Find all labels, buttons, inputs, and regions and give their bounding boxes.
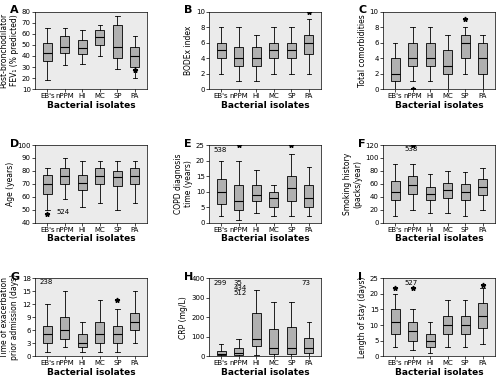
- Text: 238: 238: [40, 279, 53, 285]
- PathPatch shape: [252, 313, 261, 346]
- PathPatch shape: [60, 317, 70, 339]
- PathPatch shape: [42, 326, 52, 343]
- PathPatch shape: [443, 316, 452, 334]
- PathPatch shape: [96, 322, 104, 343]
- PathPatch shape: [443, 50, 452, 74]
- PathPatch shape: [113, 326, 122, 343]
- PathPatch shape: [96, 168, 104, 184]
- Y-axis label: CRP (mg/L): CRP (mg/L): [180, 296, 188, 339]
- Y-axis label: COPD diagnosis
time (years): COPD diagnosis time (years): [174, 154, 193, 214]
- Text: 538: 538: [214, 147, 226, 152]
- PathPatch shape: [234, 185, 243, 210]
- Text: E: E: [184, 139, 192, 149]
- Text: C: C: [358, 5, 366, 15]
- PathPatch shape: [390, 181, 400, 200]
- PathPatch shape: [408, 322, 417, 341]
- X-axis label: Bacterial isolates: Bacterial isolates: [220, 101, 310, 110]
- PathPatch shape: [42, 43, 52, 62]
- PathPatch shape: [113, 25, 122, 58]
- PathPatch shape: [478, 303, 488, 328]
- PathPatch shape: [460, 316, 470, 334]
- Y-axis label: Age (years): Age (years): [6, 162, 15, 206]
- Text: 73: 73: [302, 281, 311, 286]
- Y-axis label: Post-bronchodilator
FEV₁ (% predicted): Post-bronchodilator FEV₁ (% predicted): [0, 13, 19, 88]
- PathPatch shape: [408, 176, 417, 194]
- PathPatch shape: [216, 351, 226, 355]
- Text: G: G: [10, 272, 20, 282]
- PathPatch shape: [286, 327, 296, 354]
- PathPatch shape: [234, 46, 243, 66]
- Text: F: F: [358, 139, 366, 149]
- PathPatch shape: [130, 313, 140, 330]
- PathPatch shape: [460, 35, 470, 58]
- X-axis label: Bacterial isolates: Bacterial isolates: [47, 368, 136, 377]
- PathPatch shape: [60, 36, 70, 53]
- PathPatch shape: [460, 184, 470, 200]
- Text: 35: 35: [234, 281, 242, 286]
- Text: 434: 434: [234, 285, 246, 291]
- PathPatch shape: [408, 43, 417, 66]
- PathPatch shape: [390, 58, 400, 81]
- X-axis label: Bacterial isolates: Bacterial isolates: [47, 101, 136, 110]
- PathPatch shape: [443, 183, 452, 198]
- Text: I: I: [358, 272, 362, 282]
- PathPatch shape: [304, 185, 314, 207]
- PathPatch shape: [286, 43, 296, 58]
- PathPatch shape: [234, 348, 243, 355]
- PathPatch shape: [252, 46, 261, 66]
- PathPatch shape: [252, 185, 261, 201]
- PathPatch shape: [130, 47, 140, 67]
- PathPatch shape: [269, 329, 278, 354]
- PathPatch shape: [42, 175, 52, 194]
- X-axis label: Bacterial isolates: Bacterial isolates: [394, 368, 483, 377]
- PathPatch shape: [426, 187, 434, 200]
- Text: A: A: [10, 5, 19, 15]
- PathPatch shape: [390, 310, 400, 334]
- X-axis label: Bacterial isolates: Bacterial isolates: [394, 234, 483, 243]
- Y-axis label: Total comorbidities: Total comorbidities: [358, 14, 367, 87]
- PathPatch shape: [60, 168, 70, 184]
- PathPatch shape: [78, 40, 87, 54]
- PathPatch shape: [304, 337, 314, 353]
- X-axis label: Bacterial isolates: Bacterial isolates: [394, 101, 483, 110]
- PathPatch shape: [304, 35, 314, 54]
- X-axis label: Bacterial isolates: Bacterial isolates: [220, 368, 310, 377]
- PathPatch shape: [269, 43, 278, 58]
- PathPatch shape: [78, 175, 87, 190]
- PathPatch shape: [96, 31, 104, 45]
- PathPatch shape: [426, 334, 434, 347]
- Text: B: B: [184, 5, 192, 15]
- PathPatch shape: [286, 176, 296, 201]
- Text: D: D: [10, 139, 20, 149]
- Text: H: H: [184, 272, 194, 282]
- PathPatch shape: [478, 179, 488, 195]
- Y-axis label: Smoking history
(packs/year): Smoking history (packs/year): [343, 153, 362, 215]
- X-axis label: Bacterial isolates: Bacterial isolates: [47, 234, 136, 243]
- PathPatch shape: [216, 179, 226, 204]
- Text: 527: 527: [404, 280, 418, 286]
- Text: 538: 538: [404, 146, 418, 152]
- Text: 512: 512: [234, 290, 246, 296]
- Text: 524: 524: [57, 209, 70, 215]
- X-axis label: Bacterial isolates: Bacterial isolates: [220, 234, 310, 243]
- PathPatch shape: [478, 43, 488, 74]
- PathPatch shape: [216, 43, 226, 58]
- Y-axis label: Time of exacerbation
prior admission (days): Time of exacerbation prior admission (da…: [0, 274, 19, 360]
- PathPatch shape: [426, 43, 434, 66]
- PathPatch shape: [113, 171, 122, 187]
- PathPatch shape: [130, 168, 140, 184]
- Text: 299: 299: [214, 281, 226, 286]
- Y-axis label: BODEx index: BODEx index: [184, 26, 193, 75]
- PathPatch shape: [269, 192, 278, 207]
- Y-axis label: Length of stay (days): Length of stay (days): [358, 276, 367, 358]
- PathPatch shape: [78, 334, 87, 348]
